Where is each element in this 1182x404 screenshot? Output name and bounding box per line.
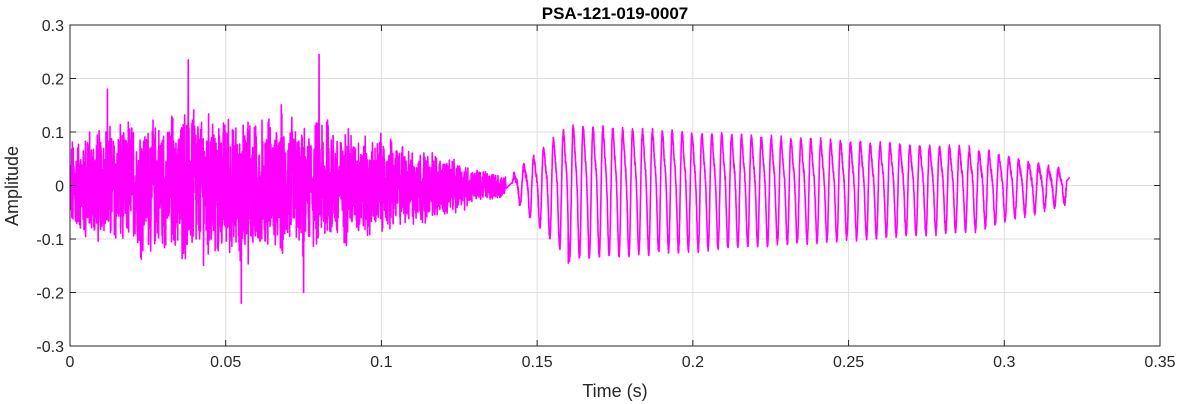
y-tick-label: 0.1 <box>42 125 64 142</box>
y-tick-label: -0.1 <box>36 232 64 249</box>
x-tick-label: 0.25 <box>833 354 864 371</box>
x-tick-label: 0 <box>66 354 75 371</box>
x-axis-label: Time (s) <box>582 381 647 401</box>
y-axis-label: Amplitude <box>2 146 22 226</box>
y-tick-label: -0.3 <box>36 339 64 356</box>
x-tick-label: 0.1 <box>370 354 392 371</box>
series-line <box>69 53 1071 304</box>
x-axis: 0 0.05 0.1 0.15 0.2 0.25 0.3 0.35 <box>66 25 1176 371</box>
y-tick-label: 0 <box>55 179 64 196</box>
x-tick-label: 0.35 <box>1144 354 1175 371</box>
x-tick-label: 0.05 <box>210 354 241 371</box>
x-tick-label: 0.15 <box>522 354 553 371</box>
y-tick-label: 0.2 <box>42 72 64 89</box>
y-tick-label: -0.2 <box>36 286 64 303</box>
series-layer <box>69 53 1071 304</box>
y-tick-label: 0.3 <box>42 18 64 35</box>
chart-title: PSA-121-019-0007 <box>542 4 688 23</box>
y-axis: -0.3 -0.2 -0.1 0 0.1 0.2 0.3 <box>36 18 1160 356</box>
x-tick-label: 0.3 <box>993 354 1015 371</box>
x-tick-label: 0.2 <box>682 354 704 371</box>
